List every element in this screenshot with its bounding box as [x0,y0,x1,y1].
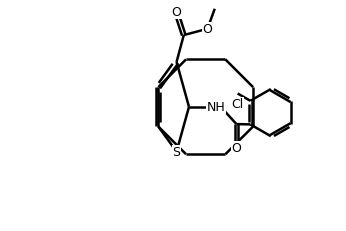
Text: O: O [202,23,212,36]
Text: O: O [231,142,242,155]
Text: O: O [171,6,181,19]
Text: Cl: Cl [231,98,244,111]
Text: NH: NH [207,101,225,114]
Text: S: S [173,146,181,158]
